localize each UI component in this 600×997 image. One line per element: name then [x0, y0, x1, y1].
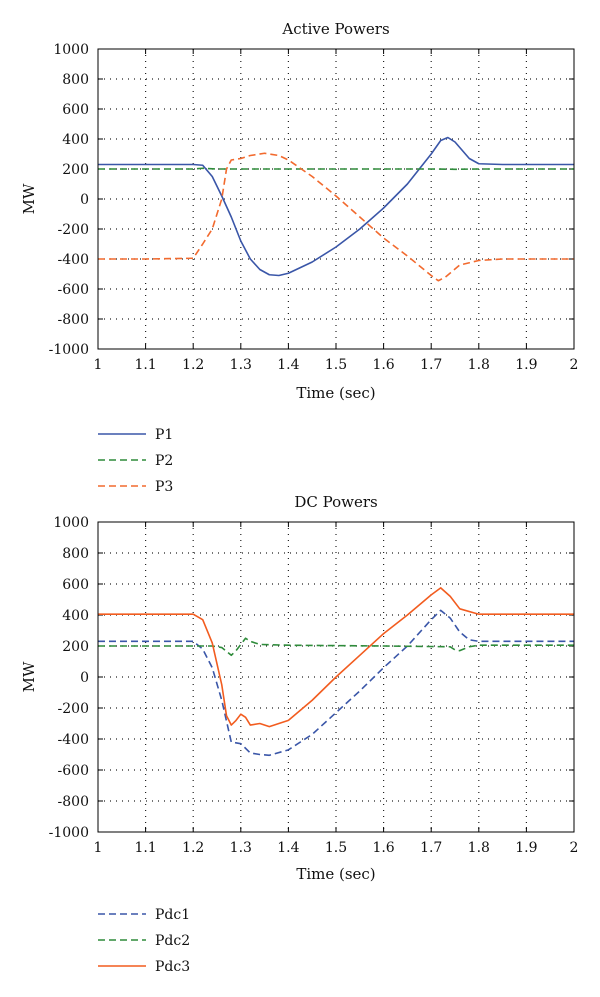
y-tick-label: -600	[58, 763, 89, 779]
y-tick-label: 0	[80, 192, 89, 208]
x-tick-label: 1	[94, 840, 103, 856]
x-axis-label: Time (sec)	[296, 865, 375, 883]
legend-label-p2: P2	[155, 453, 173, 469]
y-tick-label: 1000	[53, 515, 89, 531]
x-tick-label: 1.7	[420, 840, 442, 856]
y-tick-label: -200	[58, 222, 89, 238]
y-tick-label: -1000	[49, 342, 89, 358]
legend-label-p3: P3	[155, 479, 173, 495]
y-tick-label: -400	[58, 252, 89, 268]
x-tick-label: 1.8	[468, 357, 490, 373]
plot-frame	[97, 521, 575, 833]
y-tick-label: 400	[62, 132, 89, 148]
x-tick-label: 1.5	[325, 840, 347, 856]
x-tick-label: 1.4	[277, 357, 299, 373]
legend-label-pdc2: Pdc2	[155, 933, 190, 949]
series-line-pdc3	[98, 587, 574, 728]
y-tick-label: 400	[62, 608, 89, 624]
chart-active-powers: 1 1.1 1.2 1.3 1.4 1.5 1.6 1.7 1.8 1.9 2 1000 800 600 4…	[20, 20, 578, 495]
x-tick-label: 1.6	[372, 357, 394, 373]
y-tick-label: 600	[62, 102, 89, 118]
x-tick-label: 2	[570, 357, 579, 373]
y-tick-label: 800	[62, 72, 89, 88]
y-tick-label: 1000	[53, 42, 89, 58]
x-tick-label: 1.7	[420, 357, 442, 373]
plot-frame	[97, 48, 575, 350]
y-axis-label: MW	[20, 661, 38, 692]
y-tick-label: 800	[62, 546, 89, 562]
legend-label-pdc3: Pdc3	[155, 959, 190, 975]
x-tick-label: 1.9	[515, 357, 537, 373]
y-tick-label: -400	[58, 732, 89, 748]
y-axis-label: MW	[20, 183, 38, 214]
x-tick-label: 2	[570, 840, 579, 856]
legend-label-pdc1: Pdc1	[155, 907, 190, 923]
chart-title: DC Powers	[294, 493, 377, 511]
y-tick-label: 200	[62, 162, 89, 178]
series-line-pdc2	[98, 637, 574, 657]
y-tick-label: -1000	[49, 825, 89, 841]
series-line-p1	[98, 136, 574, 277]
y-tick-label: 200	[62, 639, 89, 655]
x-tick-label: 1.1	[134, 840, 156, 856]
y-tick-label: 0	[80, 670, 89, 686]
y-tick-label: 600	[62, 577, 89, 593]
legend-label-p1: P1	[155, 427, 173, 443]
x-tick-label: 1.8	[468, 840, 490, 856]
y-tick-label: -800	[58, 794, 89, 810]
chart-dc-powers: 1 1.1 1.2 1.3 1.4 1.5 1.6 1.7 1.8 1.9 2 1000 800 600 4…	[20, 493, 578, 975]
x-tick-label: 1.3	[230, 840, 252, 856]
x-tick-label: 1	[94, 357, 103, 373]
x-tick-label: 1.5	[325, 357, 347, 373]
x-tick-label: 1.6	[372, 840, 394, 856]
y-tick-label: -200	[58, 701, 89, 717]
x-tick-label: 1.3	[230, 357, 252, 373]
x-tick-label: 1.2	[182, 357, 204, 373]
y-tick-label: -800	[58, 312, 89, 328]
x-tick-label: 1.4	[277, 840, 299, 856]
x-axis-label: Time (sec)	[296, 384, 375, 402]
x-tick-label: 1.1	[134, 357, 156, 373]
x-tick-label: 1.9	[515, 840, 537, 856]
chart-title: Active Powers	[281, 20, 389, 38]
x-tick-label: 1.2	[182, 840, 204, 856]
y-tick-label: -600	[58, 282, 89, 298]
